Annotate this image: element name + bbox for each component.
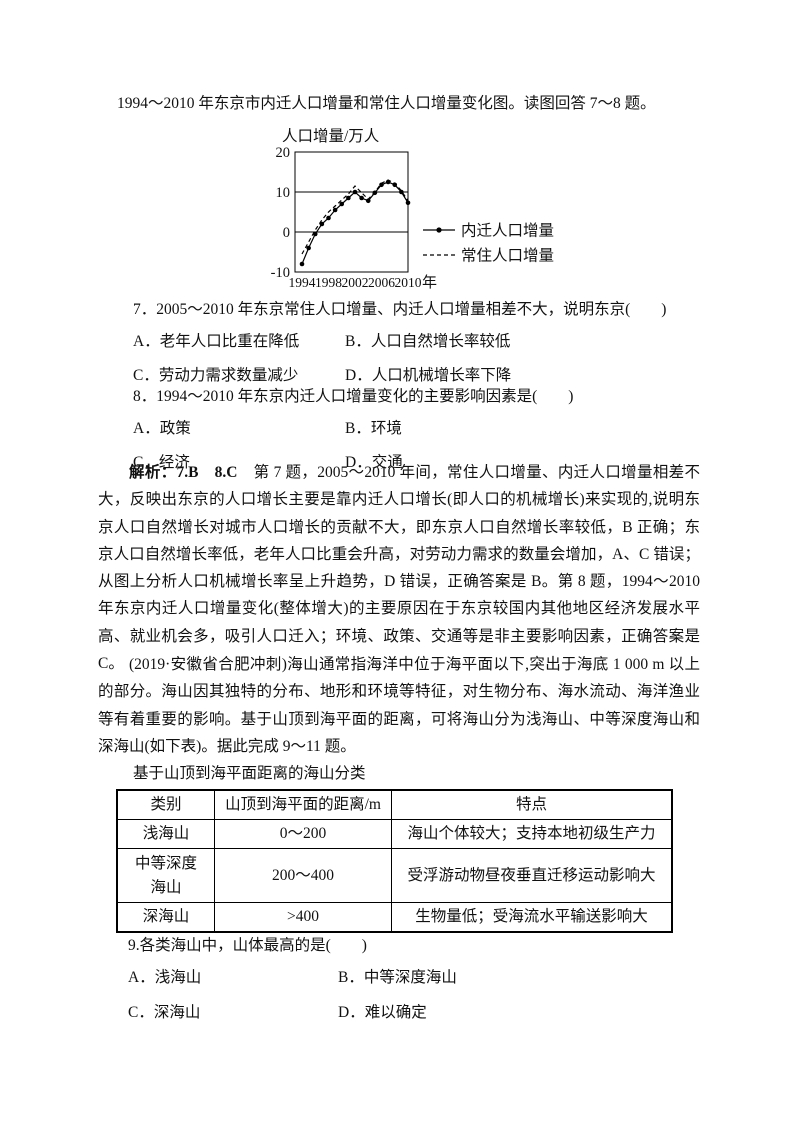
question-8-option-b: B．环境 [345,420,402,437]
passage-2: (2019·安徽省合肥冲刺)海山通常指海洋中位于海平面以下,突出于海底 1 00… [98,656,700,755]
question-9-option-a: A．浅海山 [128,969,202,986]
table-cell: 深海山 [116,902,215,933]
population-chart: 人口增量/万人 20 10 0 -10 1994 1998 2002 2006 2010 年内迁人口… [250,123,590,298]
svg-text:2006: 2006 [368,275,395,290]
table-cell: 海山个体较大；支持本地初级生产力 [391,819,673,849]
table-row: 深海山 >400 生物量低；受海流水平输送影响大 [116,902,673,933]
question-8: 8．1994～2010 年东京内迁人口增量变化的主要影响因素是( ) A．政策 … [133,383,713,476]
question-7-option-a: A．老年人口比重在降低 [133,333,300,350]
question-8-option-c: C．经济 [133,454,190,471]
question-7-option-c: C．劳动力需求数量减少 [133,367,299,384]
question-9-option-b: B．中等深度海山 [338,969,457,986]
question-8-stem: 8．1994～2010 年东京内迁人口增量变化的主要影响因素是( ) [133,388,574,405]
table-cell: 中等深度海山 [116,848,215,903]
svg-text:内迁人口增量: 内迁人口增量 [461,222,554,240]
table-cell: 浅海山 [116,819,215,849]
analysis-body: 第 7 题，2005～2010 年间，常住人口增量、内迁人口增量相差不大，反映出… [98,464,700,673]
question-7: 7．2005～2010 年东京常住人口增量、内迁人口增量相差不大，说明东京( )… [133,296,713,389]
question-9-option-d: D．难以确定 [338,1004,427,1021]
question-8-options: A．政策 B．环境 C．经济 D．交通 [133,415,713,476]
svg-text:10: 10 [276,185,291,201]
table-header-row: 类别 山顶到海平面的距离/m 特点 [116,789,673,820]
table-title: 基于山顶到海平面距离的海山分类 [133,765,366,782]
svg-text:人口增量/万人: 人口增量/万人 [282,127,379,145]
question-8-option-a: A．政策 [133,420,191,437]
table-header-feature: 特点 [391,789,673,820]
question-7-option-d: D．人口机械增长率下降 [345,367,512,384]
table-row: 浅海山 0～200 海山个体较大；支持本地初级生产力 [116,819,673,849]
analysis-paragraph: 解析：7.B 8.C 第 7 题，2005～2010 年间，常住人口增量、内迁人… [98,459,700,677]
table-cell: 受浮游动物昼夜垂直迁移运动影响大 [391,848,673,903]
question-9-stem: 9.各类海山中，山体最高的是( ) [128,937,367,954]
svg-text:0: 0 [283,225,290,241]
question-7-option-b: B．人口自然增长率较低 [345,333,511,350]
svg-text:1998: 1998 [315,275,342,290]
question-8-option-d: D．交通 [345,454,403,471]
intro-paragraph-1: 1994～2010 年东京市内迁人口增量和常住人口增量变化图。读图回答 7～8 … [117,95,656,112]
table-cell: 生物量低；受海流水平输送影响大 [391,902,673,933]
question-9: 9.各类海山中，山体最高的是( ) A．浅海山 B．中等深度海山 C．深海山 D… [128,932,708,1026]
svg-text:常住人口增量: 常住人口增量 [461,247,554,265]
svg-text:2010: 2010 [395,275,422,290]
svg-text:年: 年 [422,274,437,291]
table-cell: 200～400 [214,848,392,903]
question-9-options: A．浅海山 B．中等深度海山 C．深海山 D．难以确定 [128,964,708,1026]
svg-text:20: 20 [276,145,291,161]
table-header-distance: 山顶到海平面的距离/m [214,789,392,820]
table-row: 中等深度海山 200～400 受浮游动物昼夜垂直迁移运动影响大 [116,848,673,903]
svg-text:-10: -10 [271,265,290,281]
question-9-option-c: C．深海山 [128,1004,201,1021]
svg-text:1994: 1994 [289,275,316,290]
svg-text:2002: 2002 [342,275,369,290]
analysis-answers: 解析：7.B 8.C [129,464,238,481]
table-cell: 0～200 [214,819,392,849]
table-header-category: 类别 [116,789,215,820]
question-7-stem: 7．2005～2010 年东京常住人口增量、内迁人口增量相差不大，说明东京( ) [133,301,667,318]
table-cell: >400 [214,902,392,933]
seamount-table: 类别 山顶到海平面的距离/m 特点 浅海山 0～200 海山个体较大；支持本地初… [116,789,673,933]
question-7-options: A．老年人口比重在降低 B．人口自然增长率较低 C．劳动力需求数量减少 D．人口… [133,328,713,389]
